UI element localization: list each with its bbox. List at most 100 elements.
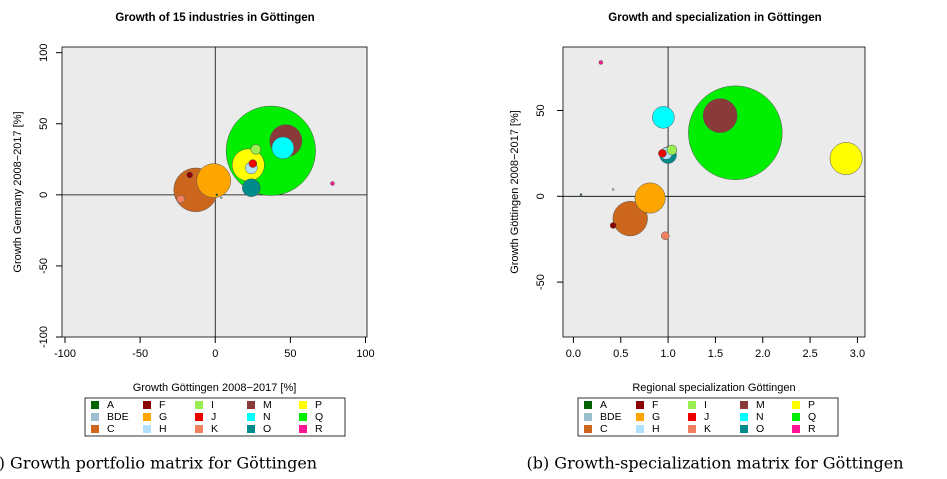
plot-area xyxy=(562,46,866,338)
bubble xyxy=(829,142,863,175)
legend-swatch xyxy=(688,413,696,421)
legend-label: Q xyxy=(808,411,816,423)
x-tick-label: 3.0 xyxy=(850,348,865,360)
bubble xyxy=(196,163,232,198)
x-tick-label: 2.5 xyxy=(802,348,817,360)
legend-label: J xyxy=(704,411,709,423)
bubble xyxy=(242,178,261,197)
chart-title: Growth of 15 industries in Göttingen xyxy=(115,12,314,24)
bubble xyxy=(688,85,783,180)
y-tick-label: -50 xyxy=(38,258,50,274)
legend-label: K xyxy=(704,423,711,435)
legend-label: I xyxy=(211,399,214,411)
bubble xyxy=(609,222,617,229)
legend-label: O xyxy=(263,423,271,435)
legend-swatch xyxy=(247,413,255,421)
legend-swatch xyxy=(143,425,151,433)
legend-swatch xyxy=(143,413,151,421)
legend-swatch xyxy=(195,401,203,409)
legend-label: H xyxy=(652,423,660,435)
legend-swatch xyxy=(584,425,592,433)
legend-swatch xyxy=(636,413,644,421)
x-tick-label: 1.5 xyxy=(708,348,723,360)
legend-label: G xyxy=(159,411,167,423)
legend-label: A xyxy=(600,399,607,411)
legend-label: M xyxy=(756,399,765,411)
legend-swatch xyxy=(195,425,203,433)
caption: (a) Growth portfolio matrix for Göttinge… xyxy=(0,454,317,473)
legend-swatch xyxy=(688,425,696,433)
legend-label: C xyxy=(107,423,115,435)
x-tick-label: 50 xyxy=(284,348,296,360)
y-axis-label: Growth Germany 2008−2017 [%] xyxy=(12,111,24,272)
legend-label: Q xyxy=(315,411,323,423)
legend-swatch xyxy=(584,413,592,421)
legend-label: N xyxy=(263,411,271,423)
x-tick-label: 0.5 xyxy=(613,348,628,360)
legend-swatch xyxy=(740,413,748,421)
bubble xyxy=(702,98,738,133)
legend-label: F xyxy=(159,399,165,411)
bubble xyxy=(186,171,193,179)
legend-label: J xyxy=(211,411,216,423)
bubble xyxy=(658,149,667,158)
legend-swatch xyxy=(636,425,644,433)
legend-swatch xyxy=(247,401,255,409)
legend-label: K xyxy=(211,423,218,435)
bubble xyxy=(248,159,258,168)
x-tick-label: 1.0 xyxy=(660,348,675,360)
legend-label: R xyxy=(315,423,323,435)
bubble xyxy=(225,105,316,196)
bubble xyxy=(579,193,583,196)
legend-swatch xyxy=(792,401,800,409)
bubble xyxy=(652,106,675,129)
legend-swatch xyxy=(91,401,99,409)
legend-label: A xyxy=(107,399,114,411)
y-axis-label: Growth Göttingen 2008−2017 [%] xyxy=(509,110,521,274)
bubble xyxy=(271,136,295,160)
chart-title: Growth and specialization in Göttingen xyxy=(608,12,821,24)
legend-label: N xyxy=(756,411,764,423)
legend-label: BDE xyxy=(600,411,622,423)
legend-label: M xyxy=(263,399,272,411)
bubble xyxy=(176,194,185,204)
bubble xyxy=(220,196,223,199)
x-tick-label: 0 xyxy=(212,348,218,360)
y-tick-label: 50 xyxy=(38,118,50,130)
legend-swatch xyxy=(636,401,644,409)
x-axis-label: Growth Göttingen 2008−2017 [%] xyxy=(133,382,297,394)
legend-swatch xyxy=(143,401,151,409)
bubble xyxy=(634,182,666,214)
bubble xyxy=(330,181,335,186)
legend-swatch xyxy=(688,401,696,409)
x-tick-label: 2.0 xyxy=(755,348,770,360)
x-tick-label: -50 xyxy=(132,348,148,360)
bubble xyxy=(250,144,262,155)
y-tick-label: 100 xyxy=(38,44,50,62)
legend-swatch xyxy=(91,413,99,421)
legend-label: F xyxy=(652,399,658,411)
x-tick-label: -100 xyxy=(54,348,76,360)
x-tick-label: 0.0 xyxy=(566,348,581,360)
y-tick-label: 0 xyxy=(38,192,50,198)
legend-label: C xyxy=(600,423,608,435)
legend-swatch xyxy=(299,401,307,409)
y-tick-label: -50 xyxy=(535,274,547,290)
y-tick-label: 50 xyxy=(535,104,547,116)
legend-label: P xyxy=(315,399,322,411)
bubble xyxy=(598,60,604,65)
y-tick-label: 0 xyxy=(535,193,547,199)
legend-swatch xyxy=(740,401,748,409)
bubble xyxy=(215,193,219,197)
legend-swatch xyxy=(792,425,800,433)
x-tick-label: 100 xyxy=(356,348,374,360)
legend-swatch xyxy=(299,413,307,421)
legend-swatch xyxy=(584,401,592,409)
bubble xyxy=(666,144,678,156)
legend-swatch xyxy=(91,425,99,433)
legend-swatch xyxy=(740,425,748,433)
caption: (b) Growth-specialization matrix for Göt… xyxy=(526,454,903,473)
bubble xyxy=(611,188,615,191)
legend-label: I xyxy=(704,399,707,411)
